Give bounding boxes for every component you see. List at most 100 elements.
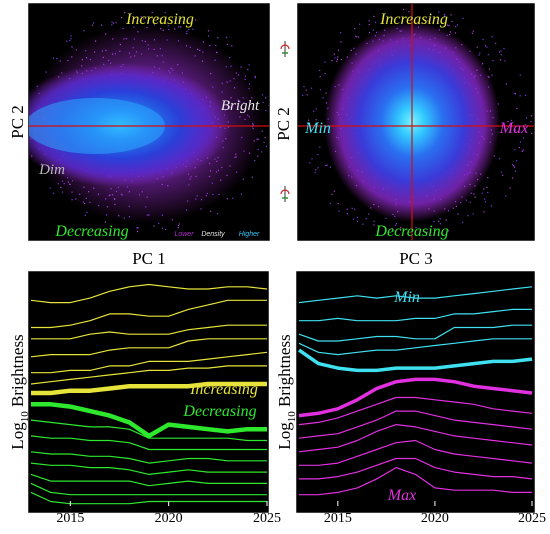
scatter-point <box>426 231 428 233</box>
scatter-point <box>260 151 263 153</box>
scatter-point <box>444 15 446 17</box>
ylabel-log-c: Log <box>8 422 27 450</box>
scatter-point <box>462 17 464 19</box>
scatter-point <box>526 117 528 119</box>
scatter-point <box>448 25 450 27</box>
scatter-point <box>487 177 489 179</box>
scatter-point <box>514 149 516 151</box>
scatter-point <box>69 40 71 42</box>
scatter-point <box>177 225 179 227</box>
scatter-point <box>438 11 440 13</box>
scatter-point <box>474 196 476 198</box>
series-line-decreasing-13 <box>30 482 267 496</box>
scatter-point <box>192 28 194 30</box>
scatter-point <box>337 56 339 58</box>
legend-lower: Lower <box>174 231 194 238</box>
scatter-point <box>471 32 473 34</box>
scatter-point <box>354 28 356 30</box>
scatter-point <box>455 26 457 28</box>
scatter-point <box>331 193 333 195</box>
scatter-point <box>319 89 321 91</box>
series-line-min-1 <box>299 308 532 322</box>
scatter-point <box>391 227 393 230</box>
scatter-point <box>324 61 326 63</box>
scatter-point <box>514 93 517 95</box>
scatter-point <box>352 218 355 220</box>
scatter-point <box>315 108 317 110</box>
scatter-point <box>310 87 313 89</box>
scatter-point <box>226 43 228 45</box>
scatter-point <box>447 230 450 232</box>
scatter-point <box>315 119 317 121</box>
scatter-point <box>336 58 338 60</box>
scatter-point <box>514 170 517 172</box>
series-line-increasing-0 <box>30 283 268 304</box>
scatter-point <box>159 17 161 19</box>
label-decreasing-a: Decreasing <box>54 223 128 240</box>
series-line-decreasing-10 <box>30 451 267 464</box>
label-max-d: Max <box>387 487 416 504</box>
scatter-point <box>307 119 310 121</box>
series-line-max-7 <box>298 410 533 439</box>
scatter-point <box>84 214 86 217</box>
scatter-point <box>340 58 342 61</box>
scatter-point <box>346 208 348 210</box>
scatter-point <box>333 190 335 192</box>
scatter-point <box>208 35 210 37</box>
scatter-point <box>188 28 190 31</box>
scatter-point <box>265 97 267 99</box>
scatter-point <box>265 145 267 147</box>
scatter-point <box>487 54 489 56</box>
series-line-min-0 <box>298 286 533 304</box>
scatter-point <box>336 60 338 62</box>
scatter-point <box>115 22 117 24</box>
ylabel-pc2-a: PC 2 <box>8 105 27 139</box>
label-max-b: Max <box>499 120 528 137</box>
scatter-point <box>143 18 145 20</box>
scatter-point <box>462 221 464 223</box>
scatter-point <box>373 224 375 226</box>
x-tick-label: 2020 <box>155 511 183 526</box>
scatter-point <box>368 23 370 26</box>
scatter-point <box>325 92 327 94</box>
scatter-point <box>505 83 507 85</box>
x-ticks-d: 2015 2020 2025 <box>324 501 546 526</box>
scatter-point <box>505 195 507 197</box>
scatter-point <box>511 177 514 179</box>
scatter-point <box>495 42 497 44</box>
scatter-point <box>518 147 520 149</box>
scatter-point <box>262 101 264 103</box>
label-dim: Dim <box>38 162 65 178</box>
panel-pc3-pc2: Increasing Min Max Decreasing PC 3 PC 2 <box>274 3 535 268</box>
scatter-point <box>445 219 447 221</box>
x-tick-label: 2015 <box>324 511 352 526</box>
scatter-point <box>357 36 360 38</box>
scatter-point <box>254 77 256 79</box>
scatter-point <box>368 32 371 34</box>
scatter-point <box>329 166 331 168</box>
rotate-arrow-icon-top <box>280 41 290 57</box>
scatter-point <box>504 60 506 62</box>
scatter-point <box>486 186 488 188</box>
series-line-increasing-mean-6 <box>31 381 267 396</box>
scatter-point <box>438 220 440 222</box>
series-line-max-mean-5 <box>298 377 533 418</box>
scatter-point <box>524 124 526 126</box>
scatter-point <box>368 213 370 215</box>
ylabel-sub-d: 10 <box>286 411 298 423</box>
scatter-point <box>481 192 483 194</box>
scatter-point <box>322 97 324 99</box>
scatter-point <box>510 119 512 122</box>
scatter-point <box>324 73 326 75</box>
series-line-min-3 <box>298 338 532 356</box>
scatter-point <box>111 21 113 23</box>
scatter-point <box>302 94 304 96</box>
scatter-point <box>467 215 469 217</box>
density-cloud-a <box>29 11 269 233</box>
scatter-point <box>514 129 517 131</box>
series-line-max-6 <box>298 396 533 426</box>
scatter-point <box>101 24 103 26</box>
scatter-point <box>511 164 514 166</box>
label-increasing-c: Increasing <box>189 381 258 398</box>
